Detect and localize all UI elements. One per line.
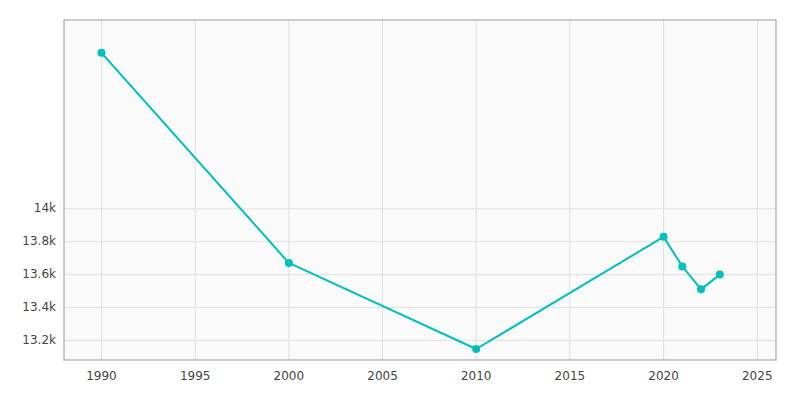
y-grid-line: [64, 340, 776, 341]
point: [716, 271, 724, 279]
y-tick-label: 13.4k: [22, 300, 56, 314]
x-grid-line: [569, 20, 570, 360]
x-grid-line: [757, 20, 758, 360]
point: [97, 49, 105, 57]
point: [678, 262, 686, 270]
y-tick-label: 13.2k: [22, 333, 56, 347]
x-tick-label: 2000: [274, 369, 305, 383]
point: [285, 259, 293, 267]
x-tick-label: 2020: [648, 369, 679, 383]
x-grid-line: [663, 20, 664, 360]
x-grid-line: [101, 20, 102, 360]
axes: 13.2k 13.4k 13.6k 13.8k 14k 1990 1995 2000 2005 2…: [22, 201, 772, 383]
x-grid-line: [476, 20, 477, 360]
point: [697, 285, 705, 293]
y-tick-label: 13.6k: [22, 267, 56, 281]
plot-frame: [64, 20, 776, 360]
x-grid-line: [382, 20, 383, 360]
chart-container: 13.2k 13.4k 13.6k 13.8k 14k 1990 1995 2000 2005 2…: [0, 0, 800, 400]
y-grid-line: [64, 208, 776, 209]
data-group: [97, 49, 723, 353]
x-tick-label: 1995: [180, 369, 211, 383]
point: [472, 345, 480, 353]
plot-background: [64, 20, 776, 360]
x-grid-line: [195, 20, 196, 360]
y-grid-line: [64, 274, 776, 275]
grid: [64, 20, 776, 360]
x-tick-label: 2015: [555, 369, 586, 383]
y-grid-line: [64, 307, 776, 308]
x-tick-label: 2025: [742, 369, 773, 383]
x-grid-line: [288, 20, 289, 360]
x-tick-label: 1990: [86, 369, 117, 383]
x-tick-label: 2010: [461, 369, 492, 383]
y-tick-label: 13.8k: [22, 234, 56, 248]
y-grid-line: [64, 241, 776, 242]
point: [660, 233, 668, 241]
x-tick-label: 2005: [367, 369, 398, 383]
chart-svg: 13.2k 13.4k 13.6k 13.8k 14k 1990 1995 2000 2005 2…: [0, 0, 800, 400]
line: [101, 53, 719, 349]
y-tick-label: 14k: [34, 201, 56, 215]
